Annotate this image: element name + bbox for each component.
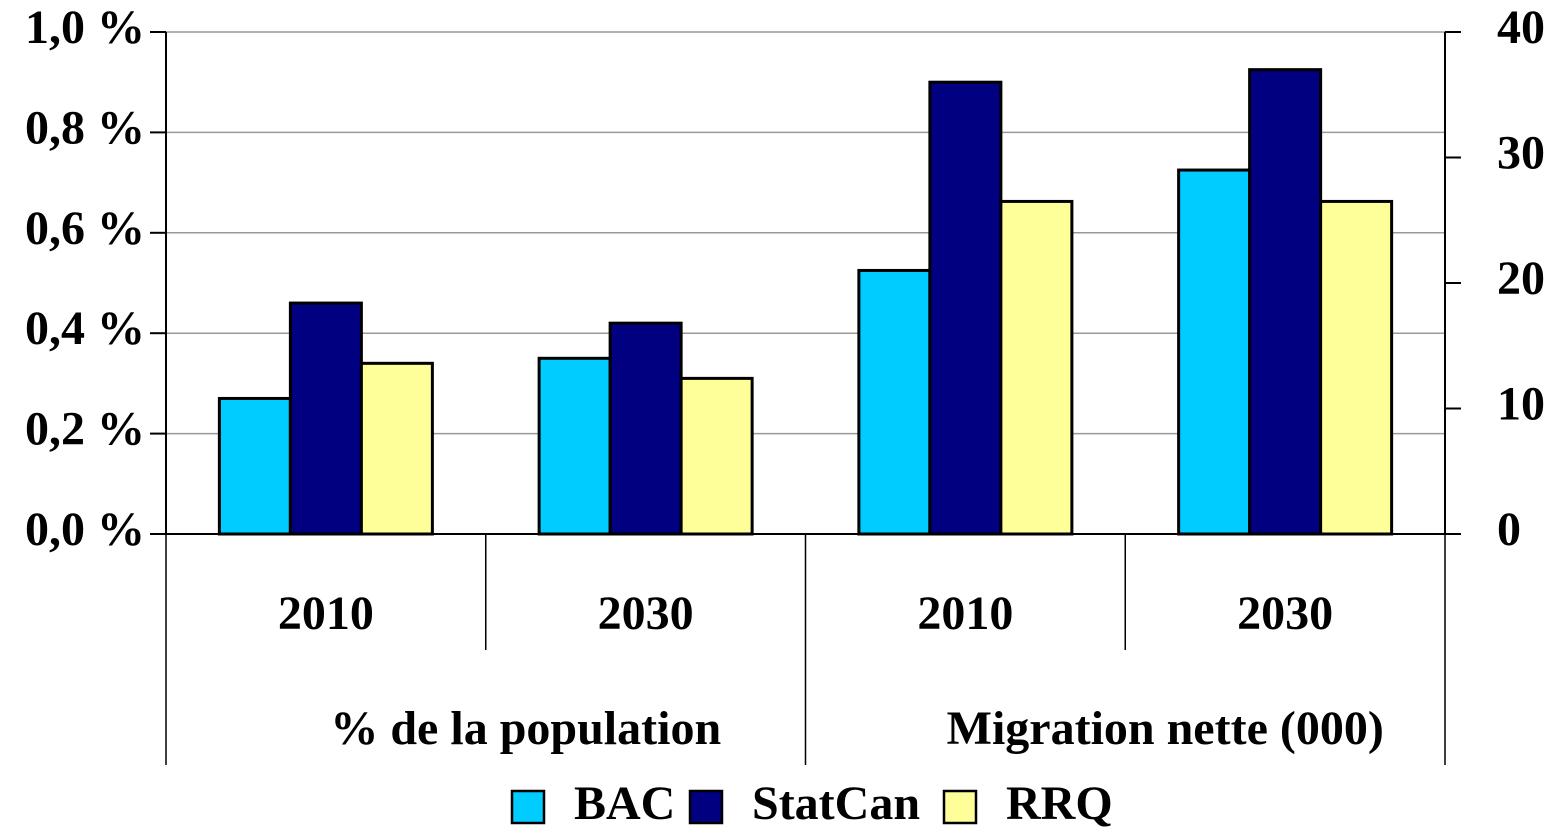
bar [288, 301, 363, 536]
bar [1319, 199, 1394, 536]
bar [679, 376, 754, 536]
legend-label: StatCan [752, 777, 920, 830]
group-label: Migration nette (000) [947, 702, 1384, 755]
y-tick-label: 0,8 % [25, 101, 145, 154]
y2-tick-label: 20 [1497, 252, 1545, 305]
y2-tick-label: 0 [1497, 503, 1521, 556]
bar [608, 321, 683, 536]
x-tick-label: 2030 [598, 587, 694, 640]
legend-label: BAC [574, 777, 675, 830]
legend-swatch [942, 789, 978, 825]
group-label: % de la population [330, 702, 721, 755]
y-tick-label: 1,0 % [25, 1, 145, 54]
y2-tick-label: 10 [1497, 378, 1545, 431]
y-tick-label: 0,2 % [25, 403, 145, 456]
x-tick-label: 2010 [917, 587, 1013, 640]
legend-swatch [688, 789, 724, 825]
y-tick-label: 0,6 % [25, 202, 145, 255]
bar [537, 356, 612, 536]
bar [928, 80, 1003, 536]
legend-label: RRQ [1006, 777, 1113, 830]
bar [217, 396, 292, 536]
bar [857, 268, 932, 536]
x-tick-label: 2010 [278, 587, 374, 640]
bar [359, 361, 434, 536]
x-tick-label: 2030 [1237, 587, 1333, 640]
y2-tick-label: 40 [1497, 1, 1545, 54]
bar [999, 199, 1074, 536]
y-tick-label: 0,4 % [25, 302, 145, 355]
legend-swatch [510, 789, 546, 825]
bar [1248, 68, 1323, 536]
y2-tick-label: 30 [1497, 127, 1545, 180]
bar [1177, 168, 1252, 536]
y-tick-label: 0,0 % [25, 503, 145, 556]
